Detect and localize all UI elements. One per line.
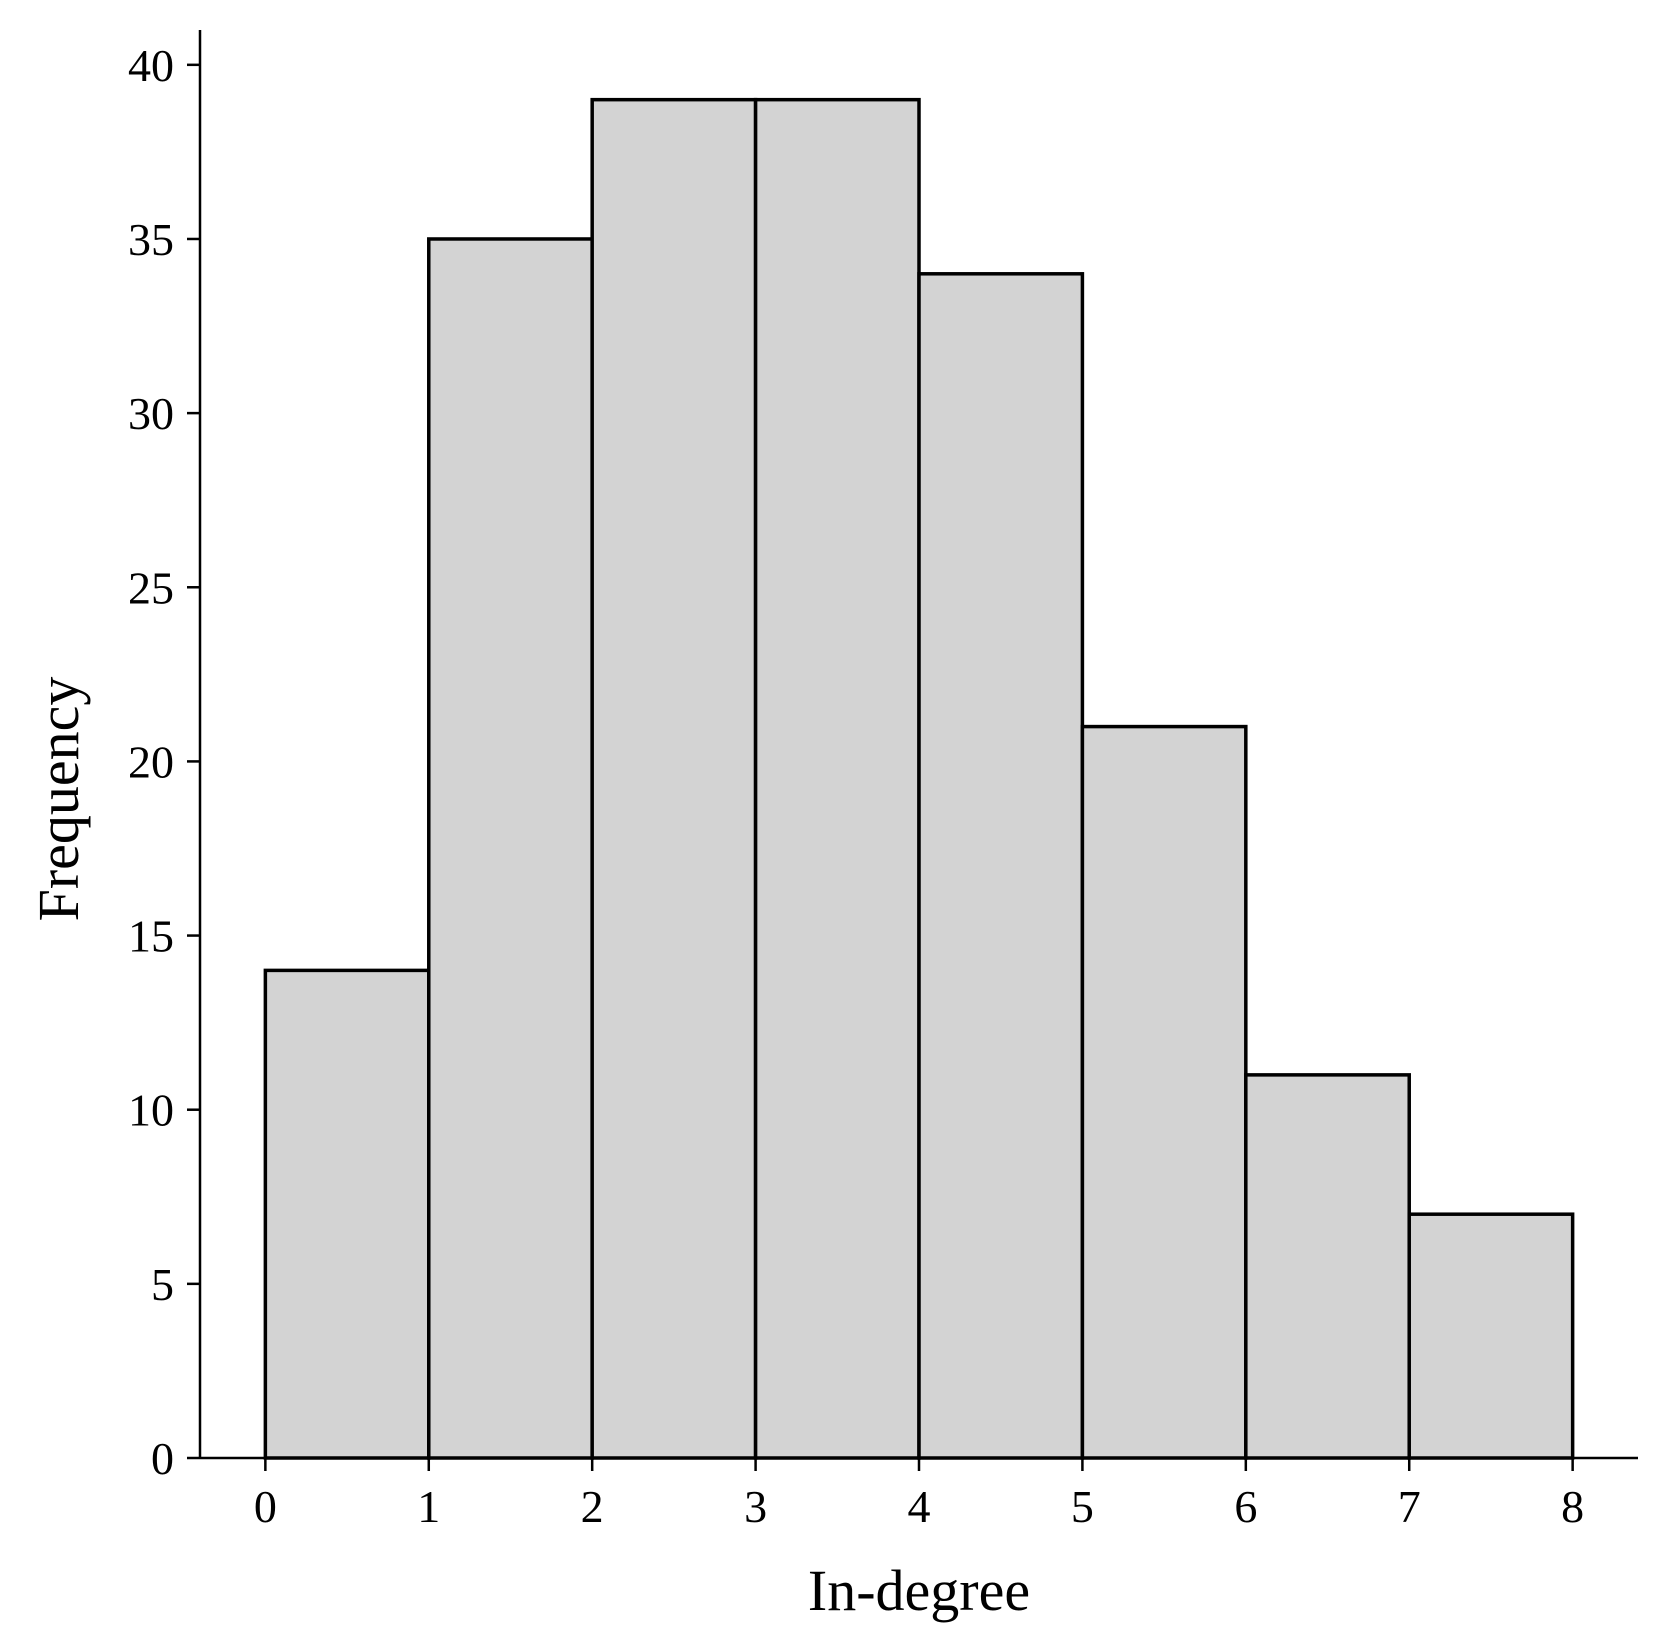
y-tick-label-40: 40 [128,40,174,91]
y-ticks-group: 0 5 10 15 20 25 30 35 40 [128,40,200,1484]
y-tick-label-15: 15 [128,911,174,962]
x-ticks-group: 0 1 2 3 4 5 6 7 8 [254,1458,1584,1532]
histogram-bar-2-3 [590,97,758,1460]
y-tick-label-35: 35 [128,214,174,265]
histogram-bar-6-7 [1244,1073,1411,1460]
x-tick-label-0: 0 [254,1481,277,1532]
x-tick-label-7: 7 [1398,1481,1421,1532]
x-axis-label: In-degree [808,1558,1030,1623]
x-tick-label-8: 8 [1561,1481,1584,1532]
histogram-bar-0-1 [263,968,431,1460]
bars-group [263,97,1575,1460]
histogram-bar-5-6 [1080,724,1248,1460]
y-tick-label-5: 5 [151,1259,174,1310]
x-tick-label-5: 5 [1071,1481,1094,1532]
x-tick-label-3: 3 [744,1481,767,1532]
x-tick-label-2: 2 [581,1481,604,1532]
x-tick-label-1: 1 [417,1481,440,1532]
y-tick-label-20: 20 [128,736,174,787]
x-tick-label-6: 6 [1234,1481,1257,1532]
y-axis-label: Frequency [26,677,91,922]
y-tick-label-0: 0 [151,1433,174,1484]
y-tick-label-30: 30 [128,388,174,439]
histogram-bar-4-5 [917,272,1085,1460]
histogram-bar-1-2 [427,237,594,1460]
y-tick-label-10: 10 [128,1085,174,1136]
histogram-bar-7-8 [1407,1212,1575,1460]
x-tick-label-4: 4 [908,1481,931,1532]
histogram-bar-3-4 [753,97,921,1460]
y-tick-label-25: 25 [128,562,174,613]
